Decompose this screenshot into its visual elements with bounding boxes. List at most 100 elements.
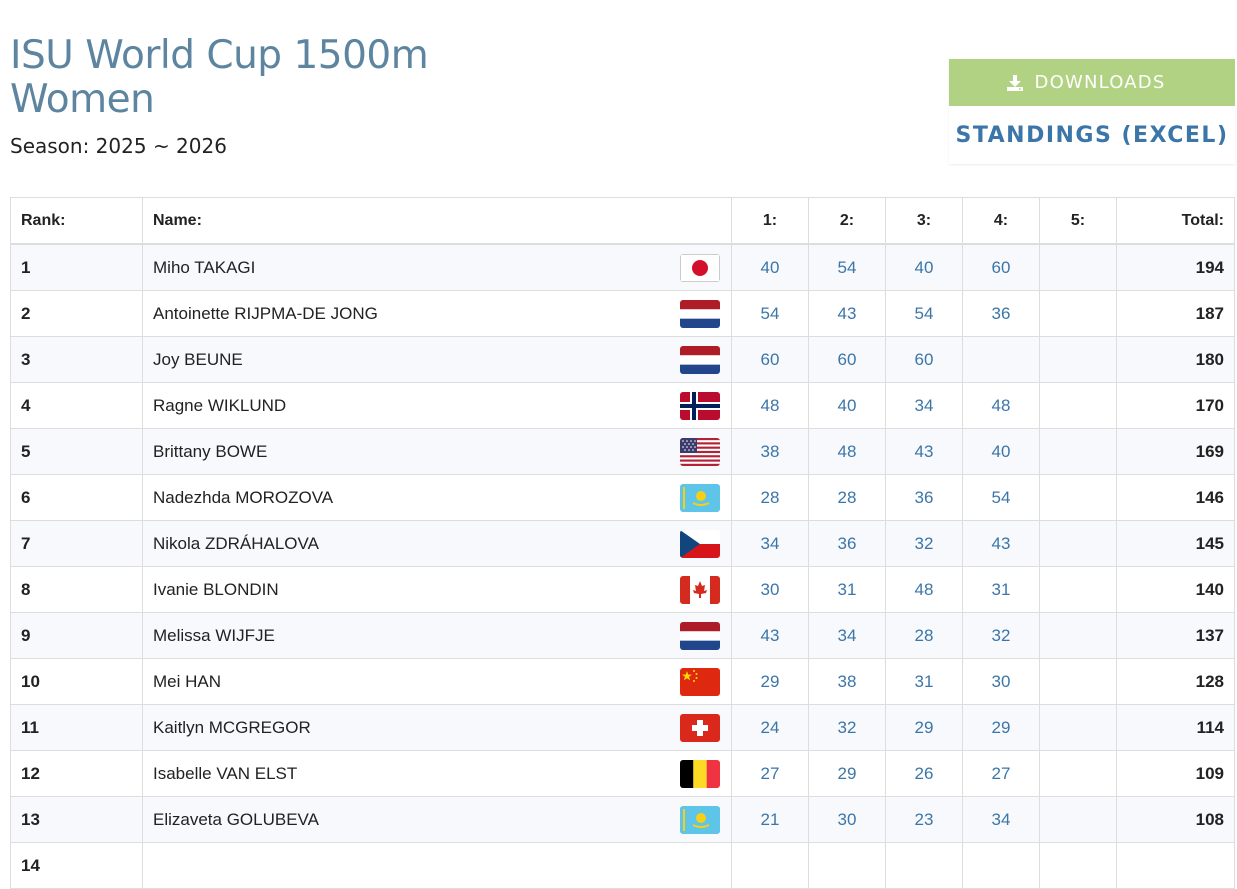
- country-flag-icon: [680, 483, 720, 512]
- race4-points[interactable]: 27: [962, 750, 1040, 797]
- race5-points[interactable]: [1039, 750, 1117, 797]
- race5-points[interactable]: [1039, 243, 1117, 291]
- race4-points[interactable]: 36: [962, 290, 1040, 337]
- athlete-name: Joy BEUNE: [153, 349, 243, 369]
- race2-points[interactable]: 36: [808, 520, 886, 567]
- race4-points[interactable]: 40: [962, 428, 1040, 475]
- country-flag-icon: [680, 713, 720, 742]
- country-flag-icon: [680, 253, 720, 282]
- rank-cell: 5: [10, 428, 143, 475]
- race4-points[interactable]: 54: [962, 474, 1040, 521]
- race1-points[interactable]: 24: [731, 704, 809, 751]
- race1-points[interactable]: 60: [731, 336, 809, 383]
- race1-points[interactable]: 27: [731, 750, 809, 797]
- race5-points[interactable]: [1039, 382, 1117, 429]
- race1-points[interactable]: 21: [731, 796, 809, 843]
- race2-points[interactable]: [808, 842, 886, 889]
- race2-points[interactable]: 38: [808, 658, 886, 705]
- race5-points[interactable]: [1039, 520, 1117, 567]
- country-flag-icon: [680, 391, 720, 420]
- race5-points[interactable]: [1039, 428, 1117, 475]
- race3-points[interactable]: 40: [885, 243, 963, 291]
- race3-points[interactable]: 29: [885, 704, 963, 751]
- race2-points[interactable]: 60: [808, 336, 886, 383]
- race2-points[interactable]: 29: [808, 750, 886, 797]
- race5-points[interactable]: [1039, 612, 1117, 659]
- athlete-name: Mei HAN: [153, 671, 222, 691]
- rank-cell: 6: [10, 474, 143, 521]
- race3-points[interactable]: 43: [885, 428, 963, 475]
- race1-points[interactable]: 28: [731, 474, 809, 521]
- race5-points[interactable]: [1039, 566, 1117, 613]
- race4-points[interactable]: 60: [962, 243, 1040, 291]
- race2-points[interactable]: 28: [808, 474, 886, 521]
- race5-points[interactable]: [1039, 474, 1117, 521]
- race4-points[interactable]: 34: [962, 796, 1040, 843]
- race3-points[interactable]: 60: [885, 336, 963, 383]
- race4-points[interactable]: [962, 842, 1040, 889]
- race4-points[interactable]: 29: [962, 704, 1040, 751]
- athlete-name: Antoinette RIJPMA-DE JONG: [153, 303, 378, 323]
- race3-points[interactable]: 32: [885, 520, 963, 567]
- table-row: 6 Nadezhda MOROZOVA 28 28 36 54 146: [10, 474, 1235, 521]
- race4-points[interactable]: 43: [962, 520, 1040, 567]
- rank-cell: 14: [10, 842, 143, 889]
- downloads-header-label: DOWNLOADS: [1034, 72, 1166, 93]
- total-points: 114: [1116, 704, 1235, 751]
- race5-points[interactable]: [1039, 658, 1117, 705]
- race2-points[interactable]: 43: [808, 290, 886, 337]
- race1-points[interactable]: [731, 842, 809, 889]
- race1-points[interactable]: 54: [731, 290, 809, 337]
- race4-points[interactable]: [962, 336, 1040, 383]
- race1-points[interactable]: 34: [731, 520, 809, 567]
- race3-points[interactable]: 26: [885, 750, 963, 797]
- race1-points[interactable]: 48: [731, 382, 809, 429]
- rank-cell: 8: [10, 566, 143, 613]
- table-row: 8 Ivanie BLONDIN 30 31 48 31 140: [10, 566, 1235, 613]
- race4-points[interactable]: 32: [962, 612, 1040, 659]
- total-points: 109: [1116, 750, 1235, 797]
- athlete-name: Isabelle VAN ELST: [153, 763, 298, 783]
- race5-points[interactable]: [1039, 336, 1117, 383]
- race1-points[interactable]: 30: [731, 566, 809, 613]
- race3-points[interactable]: 34: [885, 382, 963, 429]
- race3-points[interactable]: [885, 842, 963, 889]
- race4-points[interactable]: 31: [962, 566, 1040, 613]
- standings-excel-link[interactable]: STANDINGS (EXCEL): [955, 122, 1229, 148]
- name-cell: Isabelle VAN ELST: [142, 750, 732, 797]
- race3-points[interactable]: 28: [885, 612, 963, 659]
- race5-points[interactable]: [1039, 290, 1117, 337]
- page-title: ISU World Cup 1500m Women: [10, 33, 429, 122]
- country-flag-icon: [680, 345, 720, 374]
- race3-points[interactable]: 54: [885, 290, 963, 337]
- race2-points[interactable]: 34: [808, 612, 886, 659]
- race1-points[interactable]: 40: [731, 243, 809, 291]
- race2-points[interactable]: 48: [808, 428, 886, 475]
- race5-points[interactable]: [1039, 796, 1117, 843]
- race3-points[interactable]: 36: [885, 474, 963, 521]
- race3-points[interactable]: 23: [885, 796, 963, 843]
- rank-cell: 9: [10, 612, 143, 659]
- race4-points[interactable]: 48: [962, 382, 1040, 429]
- athlete-name: Ragne WIKLUND: [153, 395, 287, 415]
- name-cell: Kaitlyn MCGREGOR: [142, 704, 732, 751]
- race2-points[interactable]: 30: [808, 796, 886, 843]
- name-cell: Elizaveta GOLUBEVA: [142, 796, 732, 843]
- table-row: 3 Joy BEUNE 60 60 60 180: [10, 336, 1235, 383]
- season-label: Season: 2025 ~ 2026: [10, 134, 227, 158]
- total-points: 137: [1116, 612, 1235, 659]
- race1-points[interactable]: 29: [731, 658, 809, 705]
- race2-points[interactable]: 54: [808, 243, 886, 291]
- race2-points[interactable]: 40: [808, 382, 886, 429]
- race4-points[interactable]: 30: [962, 658, 1040, 705]
- race5-header: 5:: [1039, 197, 1117, 245]
- race5-points[interactable]: [1039, 842, 1117, 889]
- race2-points[interactable]: 31: [808, 566, 886, 613]
- race3-points[interactable]: 48: [885, 566, 963, 613]
- athlete-name: Elizaveta GOLUBEVA: [153, 809, 319, 829]
- race1-points[interactable]: 43: [731, 612, 809, 659]
- race1-points[interactable]: 38: [731, 428, 809, 475]
- race2-points[interactable]: 32: [808, 704, 886, 751]
- race3-points[interactable]: 31: [885, 658, 963, 705]
- race5-points[interactable]: [1039, 704, 1117, 751]
